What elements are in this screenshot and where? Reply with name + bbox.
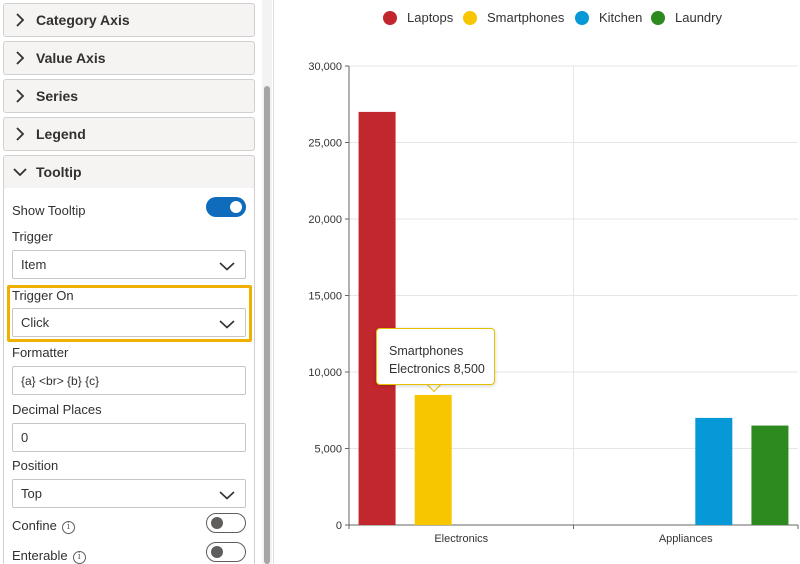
confine-label: Confine [12,518,57,533]
decimal-places-input[interactable]: 0 [12,423,246,452]
toggle-knob [211,546,223,558]
x-tick-label: Appliances [659,533,713,545]
tooltip-label: Tooltip [36,164,82,180]
chevron-right-icon [4,41,36,75]
info-icon[interactable]: i [72,551,86,564]
chevron-down-icon [219,488,235,503]
trigger-on-label: Trigger On [12,288,74,303]
tooltip-section[interactable]: Tooltip [3,155,255,189]
scrollbar-thumb[interactable] [264,86,270,564]
confine-toggle[interactable] [206,513,246,533]
chevron-down-icon [4,155,36,189]
y-tick-label: 5,000 [314,444,342,456]
formatter-input[interactable]: {a} <br> {b} {c} [12,366,246,395]
y-tick-label: 10,000 [308,367,342,379]
panel-divider [273,0,274,564]
decimal-places-value: 0 [21,430,29,445]
series-section[interactable]: Series [3,79,255,113]
legend-label: Smartphones [487,10,565,25]
chevron-right-icon [4,117,36,151]
position-dropdown[interactable]: Top [12,479,246,508]
value-axis-section[interactable]: Value Axis [3,41,255,75]
bar [414,394,452,525]
series-label: Series [36,88,79,104]
tooltip-series-name: Smartphones [389,344,464,358]
y-tick-label: 0 [336,520,342,532]
enterable-label: Enterable [12,548,68,563]
position-label: Position [12,458,59,473]
settings-panel: Category Axis Value Axis Series Legend T [0,0,260,564]
legend-section[interactable]: Legend [3,117,255,151]
trigger-on-highlight [7,285,252,342]
legend-label: Laundry [675,10,722,25]
chart-container: 0 5,000 10,000 15,000 20,000 25,000 30,000 Elec… [274,0,800,564]
toggle-knob [230,201,242,213]
legend-label: Legend [36,126,86,142]
y-tick-label: 25,000 [308,138,342,150]
category-axis-label: Category Axis [36,12,130,28]
legend-label: Kitchen [599,10,642,25]
legend-marker [383,11,397,25]
formatter-value: {a} <br> {b} {c} [21,373,100,388]
y-tick-label: 15,000 [308,291,342,303]
legend-marker [575,11,589,25]
category-axis-section[interactable]: Category Axis [3,3,255,37]
show-tooltip-label: Show Tooltip [12,203,86,218]
trigger-label: Trigger [12,229,53,244]
trigger-on-dropdown[interactable]: Click [12,308,246,337]
tooltip-value: Electronics 8,500 [389,362,485,376]
show-tooltip-toggle[interactable] [206,197,246,217]
confine-label-row: Confine i [12,518,75,534]
trigger-dropdown[interactable]: Item [12,250,246,279]
bar [358,111,396,526]
decimal-places-label: Decimal Places [12,402,102,417]
chevron-right-icon [4,79,36,113]
info-icon[interactable]: i [61,521,75,534]
y-tick-label: 20,000 [308,214,342,226]
position-value: Top [21,486,42,501]
bar [751,425,789,525]
toggle-knob [211,517,223,529]
trigger-value: Item [21,257,47,272]
chevron-right-icon [4,3,36,37]
chart-tooltip: Smartphones Electronics 8,500 [376,328,495,385]
trigger-on-value: Click [21,315,50,330]
legend-marker [463,11,477,25]
enterable-label-row: Enterable i [12,548,86,564]
enterable-toggle[interactable] [206,542,246,562]
bar [695,417,733,525]
y-tick-label: 30,000 [308,61,342,73]
legend-marker [651,11,665,25]
formatter-label: Formatter [12,345,69,360]
chevron-down-icon [219,317,235,332]
bar-chart: 0 5,000 10,000 15,000 20,000 25,000 30,000 Elec… [308,10,799,545]
chevron-down-icon [219,259,235,274]
x-tick-label: Electronics [434,533,488,545]
value-axis-label: Value Axis [36,50,106,66]
legend-label: Laptops [407,10,454,25]
